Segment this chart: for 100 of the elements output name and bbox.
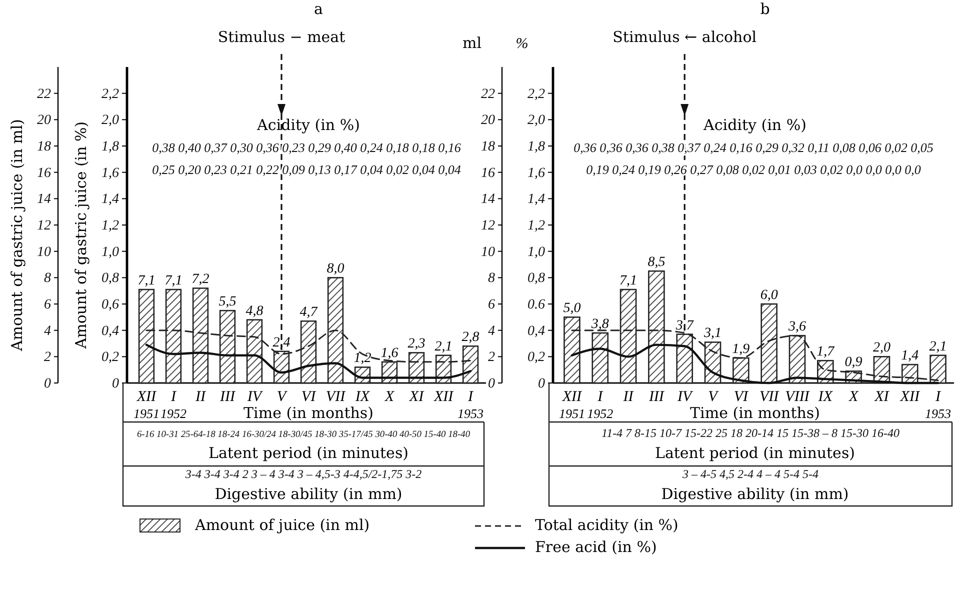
y-tick-label: 0	[488, 376, 495, 392]
x-tick-label: VI	[301, 389, 317, 405]
annotation: 0,25 0,20 0,23 0,21 0,22 0,09 0,13 0,17 0,04 0,02 0,04 0,04	[152, 162, 462, 177]
x-tick-label: II	[194, 389, 206, 405]
y-tick-label: 2	[488, 350, 495, 366]
data-label: 0,9	[844, 355, 862, 370]
y-tick-label: 10	[37, 244, 51, 260]
annotation: 0,19 0,24 0,19 0,26 0,27 0,08 0,02 0,01 0,03 0,02 0,0 0,0 0,0 0,0	[586, 162, 922, 177]
text: 6-16 10-31 25-64-18 18-24 16-30/24 18-30/45 18-30 35-17/45 30-40 40-50 15-40 18-40	[136, 430, 470, 440]
x-tick-label: XII 1951	[558, 389, 585, 421]
data-label: 3,7	[674, 318, 694, 334]
data-label: 1,9	[732, 342, 750, 357]
y-tick-label: 22	[481, 86, 495, 102]
data-label: 7,1	[164, 274, 182, 289]
y2-tick-label: 2,0	[102, 113, 119, 128]
x-tick-label: XII 1951	[133, 389, 160, 421]
text: Digestive ability (in mm)	[661, 485, 849, 503]
data-label: 3,1	[703, 326, 722, 342]
annotation: 0,36 0,36 0,36 0,38 0,37 0,24 0,16 0,29 0,32 0,11 0,08 0,06 0,02 0,05	[574, 140, 934, 155]
x-tick-label: XI	[874, 389, 890, 405]
text: 3-4 3-4 3-4 2 3 – 4 3-4 3 – 4,5-3 4-4,5/2-1,75 3-2	[184, 467, 422, 481]
chart-title: a	[314, 0, 324, 18]
y2-tick-label: 0,4	[528, 324, 545, 339]
y-tick-label: 10	[481, 244, 495, 260]
y2-axis-title: Amount of gastric juice (in %)	[72, 121, 90, 350]
x-tick-label: XII	[899, 389, 920, 405]
y-tick-label: 14	[481, 192, 495, 208]
y2-tick-label: 1,8	[102, 139, 119, 154]
x-tick-label: X	[848, 389, 859, 405]
data-label: 1,7	[816, 344, 836, 360]
x-tick-label: VIII	[785, 389, 810, 405]
y-tick-label: 6	[488, 297, 495, 312]
y2-tick-label: 0,4	[102, 324, 119, 339]
y-tick-label: 18	[481, 139, 495, 154]
y2-tick-label: 1,8	[528, 139, 545, 154]
x-tick-label: VII	[760, 389, 780, 405]
y2-tick-label: 1,2	[102, 218, 119, 234]
x-tick-label: IX	[354, 389, 370, 405]
x-tick-label: VII	[326, 389, 346, 405]
y-tick-label: 16	[481, 166, 495, 181]
data-label: 2,4	[272, 335, 290, 350]
y2-tick-label: 0,8	[528, 271, 545, 286]
y2-tick-label: 2,2	[528, 86, 545, 102]
x-tick-label: IX	[817, 389, 834, 405]
y-tick-label: 20	[37, 113, 51, 128]
y-tick-label: 22	[37, 86, 51, 102]
annotation: 0,38 0,40 0,37 0,30 0,36 0,23 0,29 0,40 0,24 0,18 0,18 0,16	[152, 140, 462, 155]
x-tick-label: XI	[408, 389, 425, 405]
y2-tick-label: 0	[112, 376, 119, 392]
x-tick-label: I 1953	[925, 389, 952, 421]
data-label: 2,1	[929, 339, 947, 354]
y-axis-title: Amount of gastric juice (in ml)	[8, 118, 26, 352]
data-label: 5,0	[563, 301, 581, 316]
y2-tick-label: 2,2	[102, 86, 119, 102]
x-tick-label: I 1952	[587, 389, 614, 421]
y-tick-label: 18	[37, 139, 51, 154]
data-label: 2,0	[872, 340, 890, 356]
y-tick-label: 12	[481, 218, 495, 234]
text: Latent period (in minutes)	[655, 444, 855, 462]
text: Latent period (in minutes)	[208, 444, 408, 462]
y2-tick-label: 1,0	[102, 244, 119, 260]
x-tick-label: VI	[734, 389, 749, 405]
y2-tick-label: 1,6	[102, 166, 119, 181]
data-label: 2,8	[462, 330, 480, 346]
x-tick-label: IV	[246, 389, 264, 405]
y-tick-label: 4	[44, 324, 51, 339]
x-tick-label: IV	[676, 389, 694, 405]
y-tick-label: 12	[37, 218, 51, 234]
y-tick-label: 14	[37, 192, 51, 208]
y-tick-label: 20	[481, 113, 495, 128]
text: Digestive ability (in mm)	[214, 485, 402, 503]
data-label: 1,6	[380, 346, 398, 361]
legend-label: Amount of juice (in ml)	[194, 516, 370, 534]
y2-tick-label: 0,2	[528, 350, 545, 366]
x-axis-title: Time (in months)	[690, 404, 820, 422]
x-axis-title: Time (in months)	[244, 404, 374, 422]
y2-tick-label: 1,0	[528, 244, 545, 260]
y-axis-title: ml	[462, 34, 482, 52]
x-tick-label: II	[622, 389, 634, 405]
y2-tick-label: 0.6	[528, 297, 545, 312]
data-label: 1,2	[354, 351, 372, 366]
y-tick-label: 6	[44, 297, 51, 312]
y-tick-label: 8	[488, 271, 495, 286]
y-tick-label: 0	[44, 376, 51, 392]
y2-tick-label: 1,4	[528, 192, 545, 208]
data-label: 8,0	[326, 262, 344, 277]
data-label: 8,5	[648, 255, 666, 270]
x-tick-label: III	[218, 389, 236, 405]
data-label: 2,1	[434, 339, 452, 354]
data-label: 7,2	[192, 272, 210, 288]
annotation: Acidity (in %)	[702, 116, 806, 134]
x-tick-label: I 1953	[458, 389, 484, 421]
data-label: 4,7	[300, 305, 318, 320]
x-tick-label: V	[276, 389, 288, 405]
legend-label: Total acidity (in %)	[535, 516, 678, 534]
y-tick-label: 16	[37, 166, 51, 181]
x-tick-label: XII	[432, 389, 454, 405]
y2-tick-label: 2,0	[528, 113, 545, 128]
x-tick-label: I 1952	[160, 389, 187, 421]
data-label: 7,1	[620, 274, 638, 289]
